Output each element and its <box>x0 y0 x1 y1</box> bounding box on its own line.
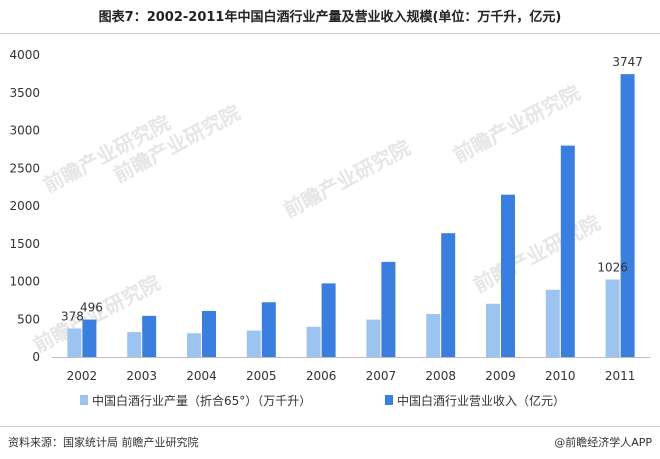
x-tick-label: 2008 <box>425 369 456 383</box>
chart-title: 图表7：2002-2011年中国白酒行业产量及营业收入规模(单位：万千升，亿元) <box>98 10 562 25</box>
data-label: 3747 <box>612 55 643 69</box>
source-note: 资料来源：国家统计局 前瞻产业研究院 <box>8 436 199 449</box>
bar-production <box>605 279 620 357</box>
y-tick-label: 1500 <box>9 237 40 251</box>
data-label: 496 <box>80 301 103 315</box>
bar-revenue <box>202 310 216 357</box>
watermark-text: 前瞻产业研究院 <box>279 135 414 222</box>
bar-revenue <box>261 302 276 357</box>
x-tick-label: 2002 <box>67 369 98 383</box>
y-tick-label: 2500 <box>9 161 40 175</box>
bar-revenue <box>560 145 575 357</box>
bar-revenue <box>501 194 515 357</box>
y-tick-label: 2000 <box>9 199 40 213</box>
y-tick-label: 0 <box>32 350 40 364</box>
footer-divider <box>0 426 660 427</box>
legend-label: 中国白酒行业产量（折合65°）（万千升） <box>92 393 311 408</box>
data-label: 1026 <box>597 261 628 275</box>
x-tick-label: 2003 <box>126 369 157 383</box>
x-tick-label: 2004 <box>186 369 217 383</box>
bar-production <box>366 319 381 357</box>
brand-credit: @前瞻经济学人APP <box>554 436 652 449</box>
bar-revenue <box>620 74 635 357</box>
y-tick-label: 500 <box>17 312 40 326</box>
x-tick-label: 2009 <box>485 369 516 383</box>
bar-production <box>545 289 560 357</box>
bar-revenue <box>441 233 456 357</box>
y-tick-label: 1000 <box>9 275 40 289</box>
bar-revenue <box>381 261 396 357</box>
bar-production <box>306 326 321 357</box>
legend-label: 中国白酒行业营业收入（亿元） <box>397 393 565 408</box>
legend-swatch <box>385 395 393 405</box>
x-tick-label: 2006 <box>306 369 337 383</box>
bar-production <box>486 303 500 357</box>
data-label: 378 <box>61 309 84 323</box>
x-tick-label: 2011 <box>605 369 636 383</box>
y-tick-label: 3000 <box>9 124 40 138</box>
bar-revenue <box>321 283 336 357</box>
bar-revenue <box>82 319 97 357</box>
bar-production <box>246 330 261 357</box>
watermark-text: 前瞻产业研究院 <box>469 210 604 297</box>
y-tick-label: 3500 <box>9 86 40 100</box>
bar-production <box>127 332 142 357</box>
x-tick-label: 2007 <box>366 369 397 383</box>
legend-swatch <box>80 395 88 405</box>
x-tick-label: 2005 <box>246 369 277 383</box>
bar-production <box>67 328 82 357</box>
title-divider <box>0 33 660 34</box>
x-tick-label: 2010 <box>545 369 576 383</box>
bar-revenue <box>142 315 157 357</box>
bar-production <box>187 333 201 357</box>
y-tick-label: 4000 <box>9 48 40 62</box>
bar-production <box>426 313 441 357</box>
